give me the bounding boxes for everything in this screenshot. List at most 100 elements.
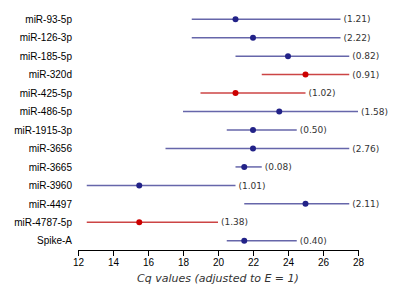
y-axis: miR-93-5p miR-126-3p miR-185-5p miR-320d miR… — [14, 14, 72, 247]
annotation: (1.21) — [344, 14, 371, 24]
annotation: (0.82) — [352, 51, 379, 61]
y-tick-label: miR-486-5p — [20, 106, 73, 117]
x-tick: 12 — [73, 250, 85, 268]
annotation: (0.91) — [352, 70, 379, 80]
x-tick: 24 — [283, 250, 295, 268]
y-tick: miR-4497 — [29, 199, 73, 210]
x-tick: 16 — [143, 250, 155, 268]
y-tick: miR-126-3p — [20, 32, 73, 43]
range-line — [227, 129, 297, 131]
point — [250, 127, 256, 133]
y-tick-label: miR-320d — [29, 69, 72, 80]
range-line — [192, 18, 341, 20]
y-tick: miR-425-5p — [20, 88, 73, 99]
x-tick-mark — [78, 250, 79, 256]
annotation: (0.40) — [300, 236, 327, 246]
range-line — [201, 92, 306, 94]
annotation: (2.11) — [352, 199, 379, 209]
y-tick: miR-486-5p — [20, 106, 73, 117]
y-tick-label: miR-425-5p — [20, 88, 73, 99]
x-tick-mark — [358, 250, 359, 256]
range-line — [87, 185, 236, 187]
y-tick: miR-1915-3p — [14, 125, 72, 136]
annotation: (0.50) — [300, 125, 327, 135]
x-axis-title: Cq values (adjusted to E = 1) — [137, 272, 299, 285]
y-tick: miR-320d — [29, 69, 72, 80]
x-tick: 18 — [178, 250, 190, 268]
x-axis: 12 14 16 18 20 22 24 26 28 — [73, 250, 365, 268]
x-tick-label: 26 — [318, 257, 330, 268]
x-tick: 20 — [213, 250, 225, 268]
y-tick: miR-93-5p — [25, 14, 72, 25]
x-tick: 22 — [248, 250, 260, 268]
x-tick-label: 18 — [178, 257, 190, 268]
point — [233, 90, 239, 96]
marks — [87, 16, 358, 244]
annotations: (1.21) (2.22) (0.82) (0.91) (1.02) (1.58) (0.5… — [221, 14, 388, 246]
y-tick-label: miR-4497 — [29, 199, 73, 210]
range-line — [87, 222, 218, 224]
x-axis-line — [79, 251, 359, 257]
point — [303, 201, 309, 207]
x-tick: 14 — [108, 250, 120, 268]
y-tick-label: miR-1915-3p — [14, 125, 72, 136]
chart: 121416182022242628miR-93-5pmiR-126-3pmiR… — [0, 0, 400, 290]
x-tick: 28 — [353, 250, 365, 268]
point — [136, 219, 142, 225]
point — [241, 164, 247, 170]
x-tick-mark — [253, 250, 254, 256]
range-line — [227, 240, 297, 242]
range-line — [192, 37, 341, 39]
x-tick-label: 12 — [73, 257, 85, 268]
x-tick-mark — [183, 250, 184, 256]
series-range — [87, 19, 358, 241]
series-scatter — [136, 16, 308, 244]
point — [241, 238, 247, 244]
range-line — [183, 111, 358, 113]
y-tick-label: Spike-A — [37, 235, 72, 246]
annotation: (1.02) — [309, 88, 336, 98]
point — [250, 145, 256, 151]
x-tick-label: 24 — [283, 257, 295, 268]
x-tick-mark — [288, 250, 289, 256]
y-tick-label: miR-4787-5p — [14, 217, 72, 228]
y-tick-label: miR-93-5p — [25, 14, 72, 25]
annotation: (1.58) — [361, 107, 388, 117]
annotation: (2.76) — [352, 144, 379, 154]
x-tick: 26 — [318, 250, 330, 268]
x-tick-label: 16 — [143, 257, 155, 268]
point — [285, 53, 291, 59]
y-tick-label: miR-3665 — [29, 162, 73, 173]
x-tick-mark — [148, 250, 149, 256]
x-tick-label: 28 — [353, 257, 365, 268]
point — [136, 182, 142, 188]
point — [303, 72, 309, 78]
annotation: (1.38) — [221, 217, 248, 227]
y-tick-label: miR-126-3p — [20, 32, 73, 43]
annotation: (1.01) — [239, 181, 266, 191]
y-tick: Spike-A — [37, 235, 72, 246]
annotation: (0.08) — [265, 162, 292, 172]
x-tick-mark — [323, 250, 324, 256]
plot: 121416182022242628miR-93-5pmiR-126-3pmiR… — [14, 14, 388, 285]
x-tick-mark — [218, 250, 219, 256]
x-tick-label: 20 — [213, 257, 225, 268]
x-tick-label: 22 — [248, 257, 260, 268]
y-tick-label: miR-3960 — [29, 180, 73, 191]
x-tick-label: 14 — [108, 257, 120, 268]
range-line — [166, 148, 350, 150]
y-tick: miR-3656 — [29, 143, 73, 154]
y-tick: miR-185-5p — [20, 51, 73, 62]
range-line — [244, 203, 349, 205]
y-tick: miR-4787-5p — [14, 217, 72, 228]
range-line — [236, 166, 262, 168]
range-line — [236, 55, 350, 57]
y-tick: miR-3960 — [29, 180, 73, 191]
y-tick-label: miR-185-5p — [20, 51, 73, 62]
annotation: (2.22) — [344, 33, 371, 43]
point — [276, 109, 282, 115]
y-tick: miR-3665 — [29, 162, 73, 173]
point — [250, 35, 256, 41]
x-tick-mark — [113, 250, 114, 256]
point — [233, 16, 239, 22]
